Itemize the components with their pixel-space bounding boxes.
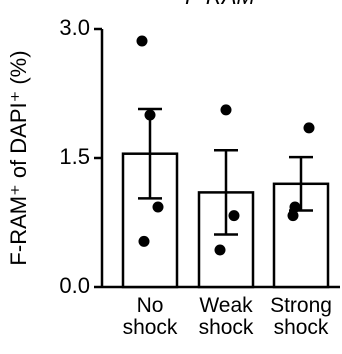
data-point — [303, 122, 315, 134]
y-tick-label: 1.5 — [59, 144, 90, 169]
y-axis-label: F-RAM⁺ of DAPI⁺ (%) — [6, 50, 31, 265]
x-tick-label: No shock — [122, 294, 178, 339]
y-tick-label: 3.0 — [59, 15, 90, 40]
x-tick-label: Weak shock — [198, 294, 254, 339]
chart-title: F-RAM — [185, 0, 255, 9]
bar — [121, 152, 179, 289]
data-point — [228, 210, 240, 222]
data-point — [287, 210, 299, 222]
data-point — [214, 244, 226, 256]
data-point — [138, 235, 150, 247]
data-point — [289, 201, 301, 213]
x-tick-label: Strong shock — [270, 294, 332, 339]
y-tick-label: 0.0 — [59, 273, 90, 298]
data-point — [152, 201, 164, 213]
data-point — [144, 109, 156, 121]
data-point — [220, 104, 232, 116]
data-point — [136, 35, 148, 47]
